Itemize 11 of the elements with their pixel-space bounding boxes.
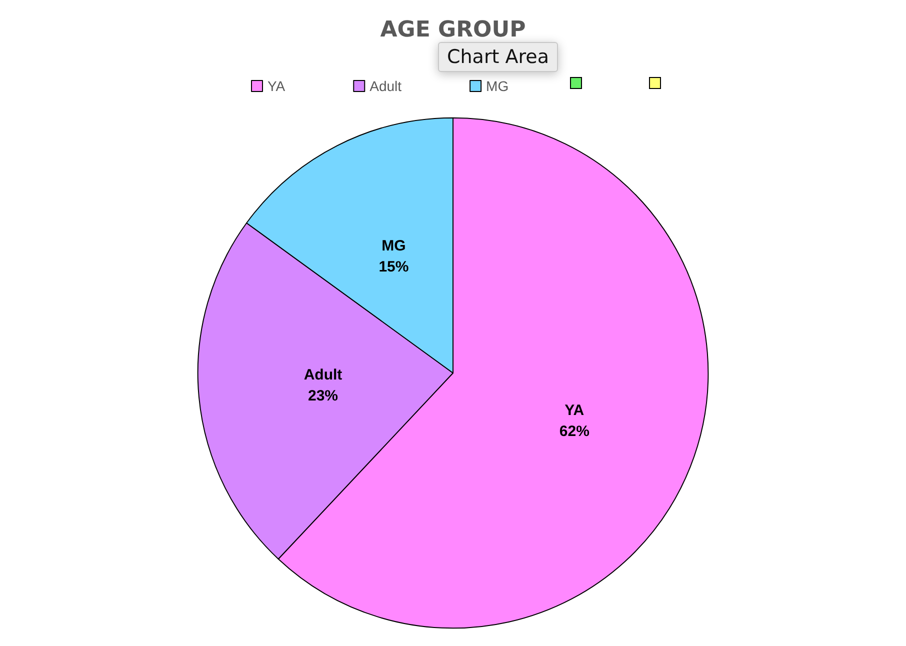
data-label: 23% [308, 387, 338, 404]
data-label: 15% [378, 258, 409, 276]
legend-label: YA [268, 78, 286, 94]
chart-title: AGE GROUP [380, 18, 526, 42]
legend-label: MG [486, 78, 509, 94]
data-label: 62% [559, 423, 590, 440]
slice-label: YA [564, 402, 584, 420]
slice-label: Adult [304, 366, 342, 384]
slice-label: MG [382, 238, 406, 255]
legend-label: Adult [370, 78, 402, 94]
text: Chart Area [438, 42, 558, 72]
